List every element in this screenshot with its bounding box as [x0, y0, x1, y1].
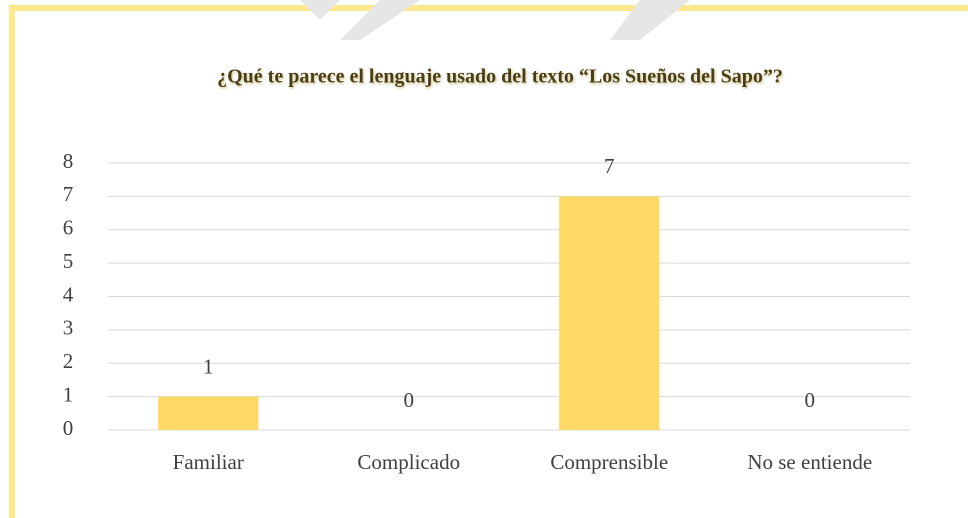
value-label: 0	[805, 388, 816, 412]
watermark	[300, 0, 690, 40]
frame	[9, 5, 968, 518]
y-tick-label: 8	[63, 149, 74, 173]
y-tick-label: 0	[63, 416, 74, 440]
y-tick-label: 3	[63, 316, 74, 340]
x-tick-label: No se entiende	[747, 450, 872, 474]
y-tick-label: 6	[63, 216, 74, 240]
chart-title: ¿Qué te parece el lenguaje usado del tex…	[217, 66, 783, 88]
y-tick-label: 7	[63, 182, 74, 206]
y-tick-label: 4	[63, 282, 74, 306]
value-label: 7	[604, 154, 615, 178]
bar	[158, 396, 259, 430]
y-tick-label: 1	[63, 382, 74, 406]
x-tick-label: Familiar	[173, 450, 244, 474]
value-label: 0	[404, 388, 415, 412]
y-tick-label: 5	[63, 249, 74, 273]
value-label: 1	[203, 354, 214, 378]
y-tick-label: 2	[63, 349, 74, 373]
x-tick-label: Comprensible	[550, 450, 668, 474]
bar	[559, 196, 660, 430]
x-tick-label: Complicado	[357, 450, 460, 474]
